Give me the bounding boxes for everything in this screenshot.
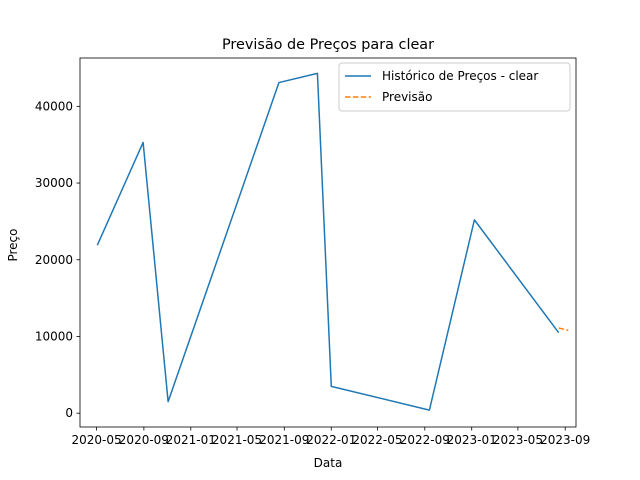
x-tick-label: 2022-05 — [352, 433, 402, 447]
x-tick-label: 2020-09 — [119, 433, 169, 447]
y-tick-label: 20000 — [35, 253, 73, 267]
legend: Histórico de Preços - clear Previsão — [338, 62, 571, 112]
legend-box — [338, 62, 571, 112]
chart-title: Previsão de Preços para clear — [222, 37, 434, 53]
x-tick-label: 2021-01 — [166, 433, 216, 447]
series-layer — [96, 72, 569, 411]
y-tick-label: 40000 — [35, 99, 73, 113]
x-tick-label: 2020-05 — [71, 433, 121, 447]
y-axis-ticks: 0 10000 20000 30000 40000 — [35, 99, 80, 420]
x-axis-label: Data — [314, 456, 343, 470]
x-tick-label: 2022-09 — [400, 433, 450, 447]
x-tick-label: 2021-09 — [259, 433, 309, 447]
x-tick-label: 2023-05 — [493, 433, 543, 447]
x-tick-label: 2023-01 — [447, 433, 497, 447]
y-tick-label: 10000 — [35, 329, 73, 343]
y-tick-label: 30000 — [35, 176, 73, 190]
y-tick-label: 0 — [65, 406, 73, 420]
x-tick-label: 2022-01 — [306, 433, 356, 447]
legend-label-1: Previsão — [382, 90, 432, 104]
y-axis-label: Preço — [6, 228, 20, 261]
plot-area-frame — [79, 57, 577, 428]
series-line-1 — [558, 327, 569, 332]
x-tick-label: 2021-05 — [212, 433, 262, 447]
legend-label-0: Histórico de Preços - clear — [382, 69, 538, 83]
x-axis-ticks: 2020-052020-092021-012021-052021-092022-… — [71, 427, 590, 447]
x-tick-label: 2023-09 — [540, 433, 590, 447]
